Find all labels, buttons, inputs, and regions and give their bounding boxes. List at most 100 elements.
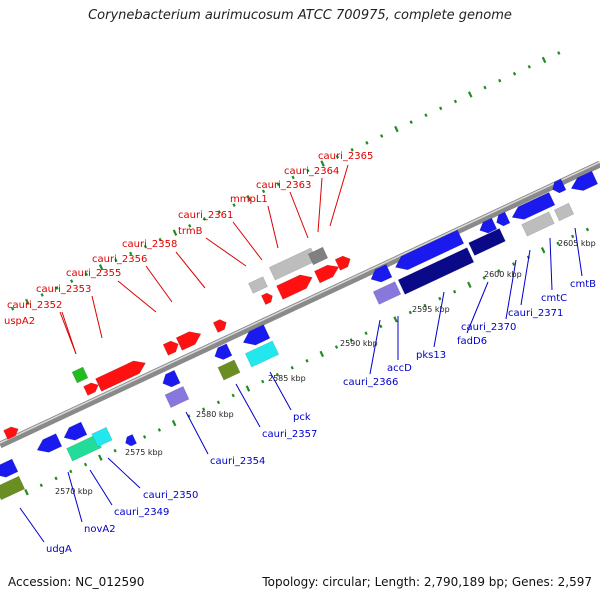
gene-label-cmtc-leader	[549, 237, 553, 291]
gene-label-cauri-2356: cauri_2356	[92, 254, 147, 265]
tick-mark	[25, 298, 30, 306]
tick-mark	[55, 286, 59, 290]
gene-label-cauri-2356-leader	[145, 265, 173, 303]
gene-accd	[372, 281, 402, 305]
gene-pks13	[397, 247, 475, 295]
topology-summary: Topology: circular; Length: 2,790,189 bp…	[262, 575, 592, 589]
tick-mark	[497, 269, 501, 273]
gene-label-trmb-leader	[205, 237, 247, 267]
gene-label-pks13-leader	[433, 291, 445, 348]
tick-mark	[217, 210, 221, 214]
gene-udga	[0, 475, 26, 501]
gene-label-cauri-2365-leader	[329, 164, 349, 227]
tick-mark	[365, 141, 369, 145]
gene-cauri-2350-b	[125, 433, 138, 447]
tick-mark	[290, 365, 294, 370]
tick-mark	[70, 279, 74, 283]
tick-mark	[172, 229, 178, 236]
gene-label-cauri-2371-leader	[520, 249, 531, 306]
tick-mark	[571, 234, 575, 239]
tick-mark	[349, 338, 353, 342]
gene-cauri-2360	[260, 292, 273, 306]
gene-label-cauri-2357: cauri_2357	[262, 429, 317, 440]
tick-mark	[438, 296, 442, 301]
gene-label-cmtb: cmtB	[570, 279, 596, 290]
tick-mark	[334, 345, 339, 349]
tick-mark	[114, 258, 118, 263]
gene-label-cauri-2350-leader	[107, 457, 141, 489]
genome-backbone	[0, 160, 600, 449]
accession-text: Accession: NC_012590	[8, 575, 145, 589]
gene-label-cauri-2365: cauri_2365	[318, 151, 373, 162]
gene-cauri-2363	[313, 264, 340, 284]
gene-label-cauri-2353-leader	[91, 295, 103, 339]
gene-label-cauri-2352: cauri_2352	[7, 300, 62, 311]
gene-label-fadd6-leader	[466, 281, 489, 334]
gene-label-cauri-2361-leader	[232, 221, 263, 261]
scale-tick-label: 2595 kbp	[412, 305, 450, 314]
map-title: Corynebacterium aurimucosum ATCC 700975,…	[88, 8, 512, 23]
gene-label-cmtc: cmtC	[541, 293, 567, 304]
gene-cauri-2354	[162, 369, 181, 388]
tick-mark	[512, 71, 517, 76]
gene-trmb	[248, 276, 268, 294]
tick-mark	[350, 147, 354, 152]
gene-cauri-2348	[0, 458, 19, 478]
gene-mmpl1	[268, 247, 318, 281]
tick-mark	[188, 224, 192, 228]
tick-mark	[394, 125, 399, 133]
tick-mark	[69, 469, 73, 474]
tick-mark	[541, 56, 547, 64]
tick-mark	[276, 182, 280, 187]
tick-mark	[557, 51, 561, 55]
scale-tick-label: 2590 kbp	[340, 339, 378, 348]
tick-mark	[157, 428, 162, 432]
tick-mark	[424, 113, 428, 118]
tick-mark	[408, 310, 412, 315]
outer-tick-ring	[10, 51, 561, 311]
gene-label-cauri-2361: cauri_2361	[178, 210, 233, 221]
gene-cauri-2350	[91, 426, 113, 448]
gene-label-nova2: novA2	[84, 524, 116, 535]
gene-fadd6	[468, 228, 506, 256]
tick-mark	[129, 251, 133, 256]
gene-label-cauri-2354-leader	[185, 411, 209, 455]
gene-cauri-2370-a	[479, 217, 498, 234]
gene-cauri-2361	[276, 274, 313, 300]
tick-mark	[335, 154, 340, 159]
tick-mark	[439, 106, 443, 111]
gene-cmtc	[521, 211, 555, 237]
gene-cauri-2352	[71, 366, 89, 384]
gene-cmtc-b	[553, 202, 575, 222]
gene-cauri-2358	[212, 319, 227, 333]
tick-mark	[202, 407, 206, 412]
tick-mark	[261, 189, 266, 194]
gene-label-cauri-2358: cauri_2358	[122, 239, 177, 250]
tick-mark	[319, 350, 325, 358]
gene-label-cauri-2370-leader	[505, 259, 517, 320]
tick-mark	[512, 262, 516, 266]
tick-mark	[98, 454, 103, 461]
gene-label-cauri-2371: cauri_2371	[508, 308, 563, 319]
gene-label-cauri-2357-leader	[235, 383, 261, 428]
gene-label-cauri-2363: cauri_2363	[256, 180, 311, 191]
tick-mark	[24, 489, 29, 496]
tick-mark	[498, 78, 502, 83]
tick-mark	[306, 168, 310, 173]
tick-mark	[245, 385, 251, 392]
gene-label-cmtb-leader	[574, 227, 583, 277]
tick-mark	[113, 448, 117, 453]
tick-mark	[10, 306, 15, 311]
tick-mark	[202, 217, 207, 221]
gene-label-fadd6: fadD6	[457, 336, 487, 347]
gene-label-cauri-2354: cauri_2354	[210, 456, 265, 467]
gene-cmtb	[570, 170, 599, 191]
tick-mark	[423, 303, 427, 308]
tick-mark	[320, 160, 325, 167]
gene-label-nova2-leader	[67, 471, 83, 523]
gene-label-mmpl1: mmpL1	[230, 194, 268, 205]
inner-tick-ring	[24, 227, 590, 496]
tick-mark	[556, 241, 560, 246]
gene-cauri-2364	[307, 246, 329, 266]
